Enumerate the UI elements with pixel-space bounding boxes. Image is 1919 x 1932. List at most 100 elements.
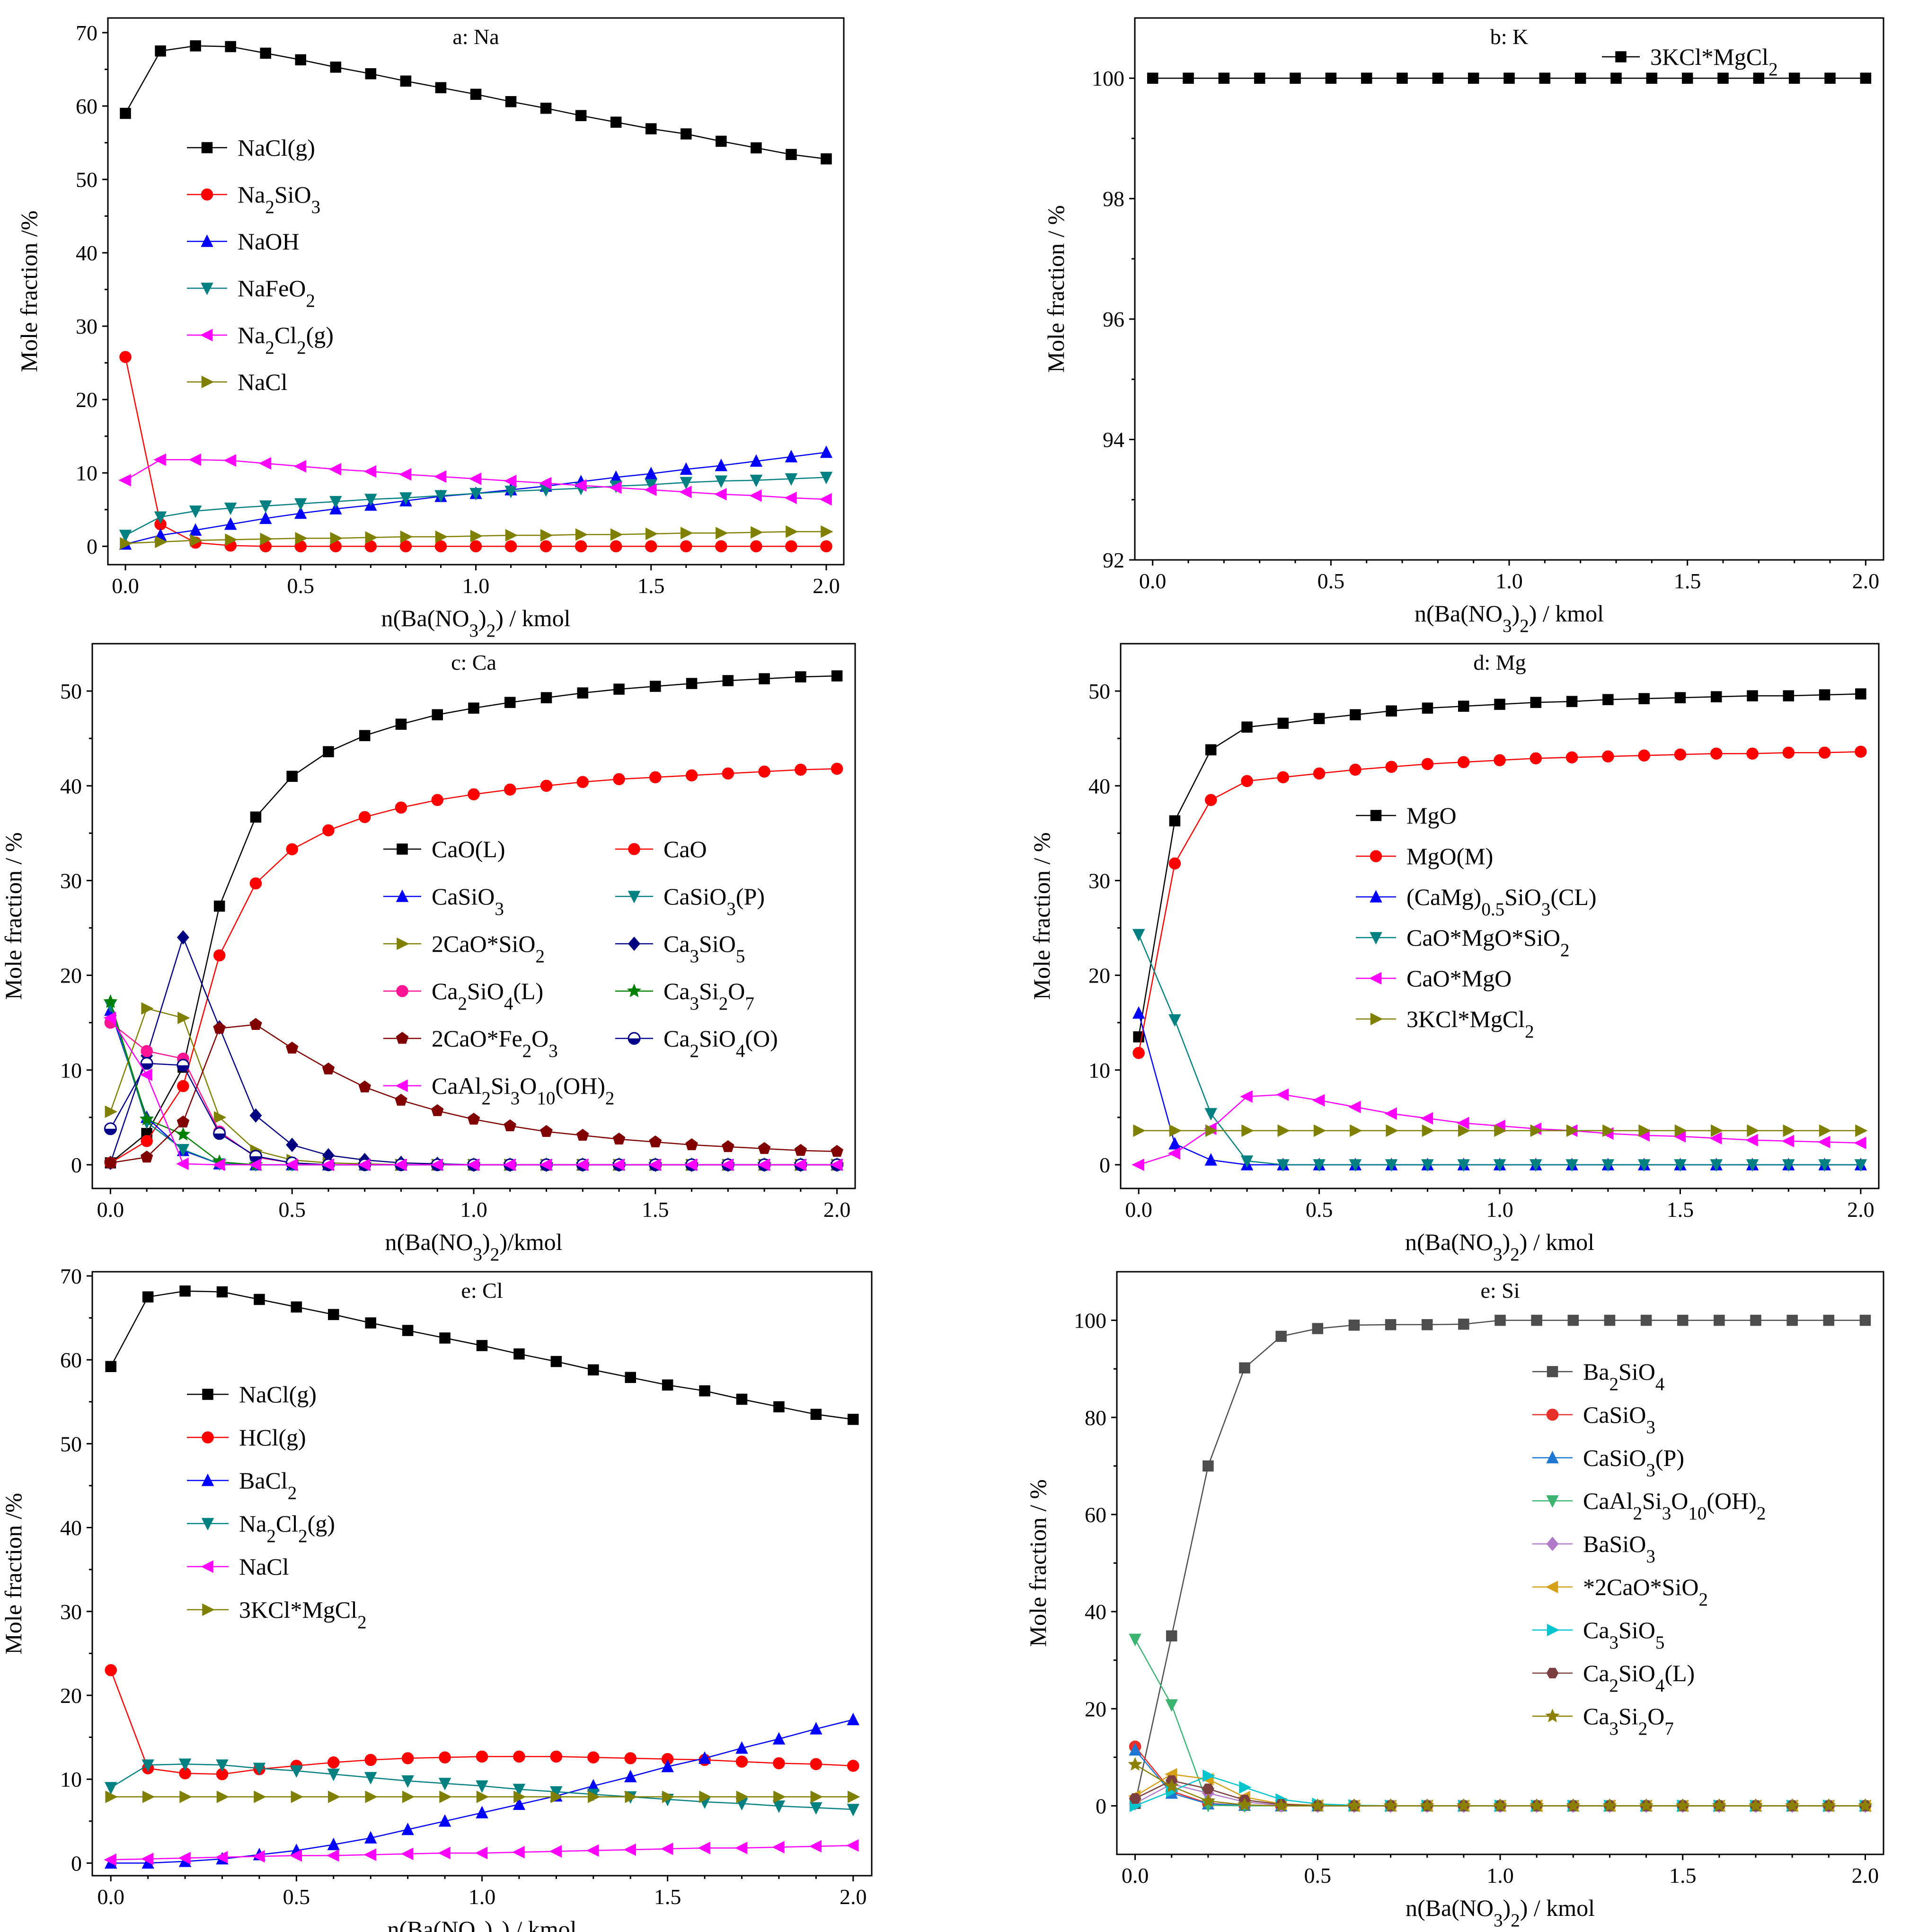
data-point (773, 1401, 785, 1413)
data-point (439, 1751, 451, 1764)
legend-item: Ca2SiO4(L) (1532, 1660, 1695, 1696)
legend-label-run: Cl (276, 1510, 298, 1537)
x-tick-label: 1.0 (469, 1885, 496, 1909)
y-tick-label: 0 (1099, 1153, 1110, 1177)
legend-item: Ca3Si2O7 (615, 978, 754, 1014)
data-point (550, 1790, 564, 1803)
data-point (224, 517, 237, 530)
data-point (1503, 72, 1515, 84)
data-point (721, 1158, 734, 1171)
data-point (1239, 1781, 1252, 1794)
data-point (141, 1759, 154, 1772)
x-axis-label-run: 3 (1493, 1244, 1503, 1265)
y-tick-label: 30 (76, 314, 97, 338)
data-point (1313, 1159, 1326, 1172)
data-point (1168, 1137, 1181, 1150)
data-point (716, 135, 727, 147)
data-point (395, 1093, 407, 1106)
data-point (1638, 693, 1650, 704)
x-axis-label-run: ) / kmol (1520, 1895, 1595, 1921)
legend-marker (1370, 1012, 1383, 1026)
legend-label-run: O (1647, 1703, 1664, 1729)
x-tick-label: 1.0 (460, 1197, 487, 1222)
data-point (475, 1846, 488, 1860)
legend-label-run: 3 (1609, 1719, 1619, 1739)
data-point (118, 474, 131, 487)
data-point (1347, 1798, 1362, 1812)
legend-label-run: 2 (357, 1612, 367, 1632)
legend-label-run: (L) (513, 978, 543, 1004)
legend-label-run: BaCl (239, 1467, 288, 1494)
data-point (810, 1790, 823, 1803)
legend-marker (1546, 1451, 1559, 1463)
data-point (476, 1780, 488, 1793)
legend-item: 3KCl*MgCl2 (1356, 1006, 1534, 1042)
chart-panel-a: 0.0 0.5 1.0 1.5 2.0010203040506070n(Ba(NO3)2… (16, 17, 845, 641)
data-point (1420, 1798, 1434, 1812)
data-point (177, 1011, 190, 1024)
legend-label: Ca2SiO4(O) (663, 1025, 778, 1061)
legend-label-run: 3 (548, 1041, 558, 1061)
y-tick-label: 50 (60, 679, 82, 703)
data-point (550, 1750, 563, 1763)
data-point (1746, 747, 1759, 760)
data-point (259, 500, 272, 513)
data-point (1168, 857, 1181, 870)
data-point (1710, 1159, 1723, 1172)
x-axis-label-run: 3 (469, 620, 479, 641)
y-tick-label: 40 (60, 1516, 82, 1540)
data-point (758, 765, 770, 778)
data-point (772, 1841, 785, 1853)
data-point (1714, 1314, 1725, 1326)
data-point (1674, 748, 1687, 761)
legend-marker (628, 843, 640, 855)
data-point (549, 1845, 562, 1858)
data-point (513, 1750, 525, 1763)
legend-label: CaO(L) (432, 836, 505, 862)
legend-marker (396, 985, 408, 997)
legend-label: Na2Cl2(g) (239, 1510, 335, 1546)
data-point (795, 763, 807, 776)
legend-label-run: 3 (690, 993, 699, 1014)
legend-label-run: NaCl(g) (239, 1381, 317, 1408)
data-point (1167, 1147, 1181, 1160)
data-point (1273, 1798, 1289, 1812)
y-tick-label: 0 (1096, 1794, 1106, 1818)
legend-label-run: 5 (736, 946, 745, 966)
legend-label: MgO (1406, 802, 1457, 829)
y-tick-label: 40 (1085, 1600, 1106, 1624)
data-point (365, 68, 377, 80)
legend-marker (1545, 1709, 1560, 1722)
legend-item: 3KCl*MgCl2 (187, 1596, 367, 1632)
data-point (1361, 72, 1372, 84)
data-point (103, 994, 118, 1008)
y-tick-label: 60 (60, 1348, 82, 1372)
legend-label-run: 2 (482, 1088, 491, 1108)
data-point (434, 490, 447, 503)
data-point (735, 1755, 748, 1768)
data-point (1530, 1159, 1542, 1172)
series-CaO*MgO*SiO2 (1132, 929, 1867, 1172)
data-point (1674, 692, 1686, 703)
legend-marker (1547, 1623, 1560, 1637)
data-point (1717, 72, 1729, 84)
x-tick-label: 1.0 (1495, 569, 1523, 593)
data-point (321, 1158, 334, 1171)
legend-marker (1369, 972, 1382, 985)
data-point (1165, 1699, 1178, 1712)
data-point (610, 540, 622, 552)
data-point (1855, 1124, 1868, 1137)
legend-label-run: 3 (1646, 1460, 1655, 1480)
legend-label-run: 2CaO*Fe (432, 1025, 522, 1052)
data-point (1169, 1124, 1182, 1137)
data-point (400, 75, 412, 87)
legend-item: Na2Cl2(g) (187, 322, 334, 358)
legend-item: Ca2SiO4(L) (383, 978, 543, 1014)
data-point (213, 900, 225, 912)
data-point (252, 1850, 265, 1863)
data-point (395, 718, 407, 730)
legend-label: CaAl2Si3O10(OH)2 (1583, 1488, 1766, 1524)
x-tick-label: 2.0 (813, 574, 840, 598)
data-point (504, 1119, 516, 1132)
legend-label-run: NaCl (239, 1553, 289, 1580)
